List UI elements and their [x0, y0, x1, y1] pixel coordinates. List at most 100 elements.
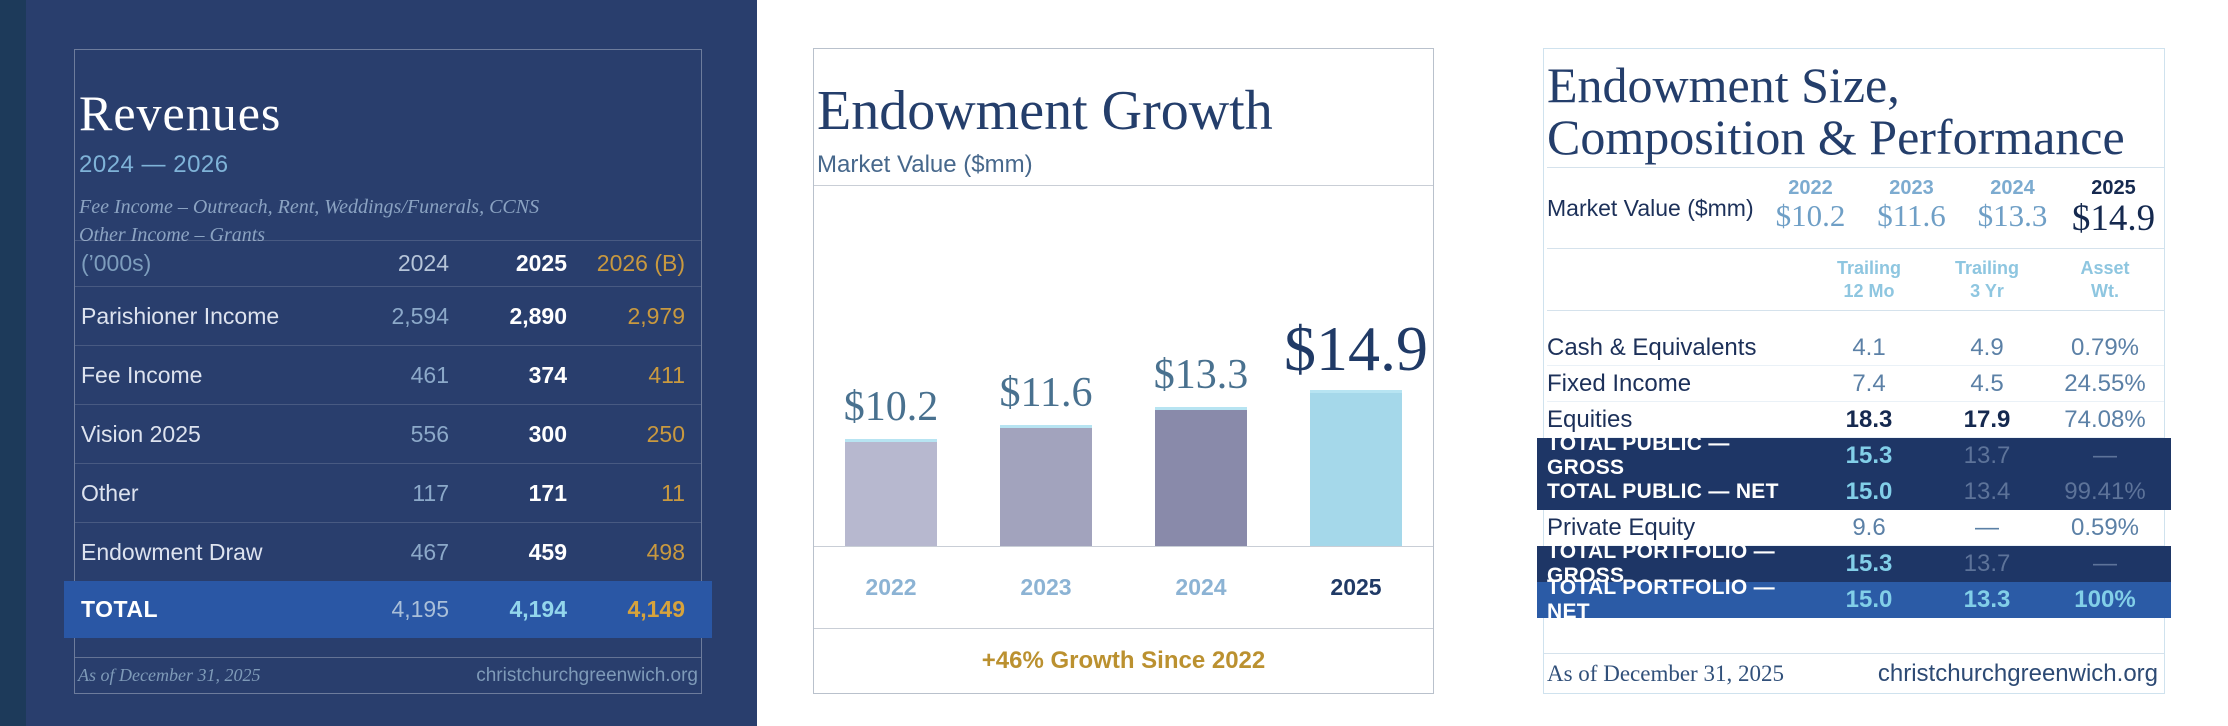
perf-row-value: 4.1: [1852, 333, 1886, 361]
perf-row-value: —: [2093, 442, 2117, 469]
revenues-row-label: Fee Income: [81, 361, 203, 388]
endowment-growth-card: Endowment Growth Market Value ($mm) $10.…: [813, 48, 1434, 694]
perf-row-value: 100%: [2074, 586, 2136, 613]
performance-website-link[interactable]: christchurchgreenwich.org: [1877, 659, 2158, 687]
bar-value-label: $14.9: [1284, 313, 1428, 384]
perf-row-value: 15.0: [1845, 478, 1893, 505]
perf-row-value: 24.55%: [2064, 369, 2146, 397]
bar-column-2022: $10.2: [843, 383, 939, 546]
performance-as-of-date: As of December 31, 2025: [1547, 660, 1784, 686]
performance-title-line-1: Endowment Size,: [1547, 57, 1900, 113]
revenues-row-value: 171: [528, 479, 567, 506]
perf-column-header-line1: Trailing: [1836, 258, 1901, 278]
revenues-row-label: TOTAL: [81, 596, 159, 622]
bar-column-2024: $13.3: [1153, 351, 1249, 546]
revenues-col-2024: 2024: [397, 250, 449, 276]
market-value-col-2024: 2024 $13.3: [1962, 177, 2063, 240]
perf-column-header-line2: 12 Mo: [1843, 280, 1895, 301]
perf-table-row: Cash & Equivalents 4.1 4.9 0.79%: [1547, 330, 2164, 366]
revenues-table-row: Fee Income 461 374 411: [75, 345, 701, 404]
performance-table-rows: Cash & Equivalents 4.1 4.9 0.79% Fixed Incom…: [1537, 330, 2171, 623]
revenues-unit-label: (’000s): [81, 250, 152, 276]
perf-row-value: 18.3: [1845, 405, 1893, 433]
performance-title: Endowment Size, Composition & Performanc…: [1547, 49, 2164, 168]
growth-x-axis: 2022 2023 2024 2025: [814, 547, 1433, 629]
bar-2022: [845, 439, 937, 546]
revenues-row-value: 250: [646, 420, 685, 447]
market-value-year: 2024: [1990, 176, 2035, 199]
perf-row-value: 4.5: [1970, 369, 2004, 397]
growth-footer: +46% Growth Since 2022: [814, 629, 1433, 693]
perf-row-value: 74.08%: [2064, 405, 2146, 433]
revenues-table-row: Vision 2025 556 300 250: [75, 404, 701, 463]
revenues-table-row: Other 117 171 11: [75, 463, 701, 522]
perf-table-row: Private Equity 9.6 — 0.59%: [1547, 510, 2164, 546]
revenues-header: Revenues 2024 — 2026 Fee Income – Outrea…: [75, 50, 701, 249]
bar-column-2025: $14.9: [1284, 312, 1428, 546]
perf-row-value: 7.4: [1852, 369, 1886, 397]
left-accent-strip: [0, 0, 26, 726]
perf-row-label: Fixed Income: [1547, 369, 1692, 397]
revenues-row-value: 117: [412, 479, 449, 506]
revenues-row-value: 4,149: [627, 596, 685, 622]
revenues-website-link[interactable]: christchurchgreenwich.org: [476, 664, 698, 686]
market-value-row: Market Value ($mm) 2022 $10.2 2023 $11.6 202…: [1547, 168, 2164, 249]
revenues-row-value: 556: [410, 420, 449, 447]
revenues-row-value: 411: [648, 361, 685, 388]
revenues-col-2026-budget: 2026 (B): [596, 250, 685, 276]
perf-row-value: 13.7: [1963, 442, 2011, 469]
revenues-table-row: Parishioner Income 2,594 2,890 2,979: [75, 286, 701, 345]
perf-row-value: 13.7: [1963, 550, 2011, 577]
perf-row-value: 15.3: [1845, 550, 1893, 577]
perf-row-label: Equities: [1547, 405, 1633, 433]
revenues-subtitle: 2024 — 2026: [79, 151, 229, 178]
growth-header: Endowment Growth Market Value ($mm): [814, 49, 1433, 186]
perf-column-header-line1: Trailing: [1954, 258, 2019, 278]
revenues-footer: As of December 31, 2025 christchurchgree…: [75, 657, 701, 693]
revenues-note-fee-income: Fee Income – Outreach, Rent, Weddings/Fu…: [79, 196, 540, 218]
revenues-row-label: Vision 2025: [81, 420, 201, 447]
performance-column-headers: Trailing 12 Mo Trailing 3 Yr Asset Wt.: [1547, 249, 2164, 311]
perf-row-value: 15.0: [1845, 586, 1893, 613]
axis-label-2025: 2025: [1330, 574, 1382, 600]
bar-2024: [1155, 407, 1247, 546]
revenues-row-value: 459: [528, 538, 567, 565]
revenues-row-value: 461: [410, 361, 449, 388]
revenues-row-value: 467: [410, 538, 449, 565]
market-value-year: 2022: [1788, 176, 1833, 199]
perf-column-header-line1: Asset: [2080, 258, 2130, 278]
revenues-table-header-row: (’000s) 2024 2025 2026 (B): [75, 240, 701, 286]
revenues-table-row: Endowment Draw 467 459 498: [75, 522, 701, 581]
perf-column-header-line2: Wt.: [2091, 280, 2119, 301]
market-value-amount: $14.9: [2071, 197, 2156, 239]
perf-total-row: TOTAL PORTFOLIO — NET 15.0 13.3 100%: [1537, 576, 2171, 623]
growth-bar-chart: $10.2 $11.6 $13.3 $14.9: [814, 186, 1433, 547]
perf-total-row: TOTAL PUBLIC — NET 15.0 13.4 99.41%: [1537, 474, 2171, 510]
revenues-row-label: Endowment Draw: [81, 538, 263, 565]
axis-label-2023: 2023: [1020, 574, 1072, 600]
perf-column-header: Trailing 3 Yr: [1928, 257, 2046, 302]
bar-2025: [1310, 390, 1402, 546]
bar-2023: [1000, 425, 1092, 546]
market-value-amount: $13.3: [1977, 197, 2048, 233]
revenues-row-value: 4,195: [391, 596, 449, 622]
perf-row-value: —: [2093, 550, 2117, 577]
perf-row-value: 17.9: [1963, 405, 2011, 433]
performance-title-line-2: Composition & Performance: [1547, 109, 2125, 165]
bar-value-label: $10.2: [843, 384, 939, 430]
revenues-notes: Fee Income – Outreach, Rent, Weddings/Fu…: [79, 193, 697, 249]
revenues-row-value: 2,890: [509, 302, 567, 329]
bar-value-label: $13.3: [1153, 352, 1249, 398]
perf-row-value: 0.59%: [2070, 513, 2140, 541]
revenues-row-value: 498: [646, 538, 685, 565]
axis-label-2022: 2022: [865, 574, 917, 600]
perf-row-label: TOTAL PUBLIC — NET: [1547, 480, 1779, 503]
perf-row-value: 4.9: [1970, 333, 2004, 361]
growth-title: Endowment Growth: [817, 80, 1273, 142]
perf-row-value: 13.4: [1963, 478, 2011, 505]
perf-row-value: 13.3: [1963, 586, 2011, 613]
performance-card: Endowment Size, Composition & Performanc…: [1537, 48, 2171, 694]
revenues-row-label: Parishioner Income: [81, 302, 280, 329]
revenues-row-value: 11: [661, 479, 685, 506]
